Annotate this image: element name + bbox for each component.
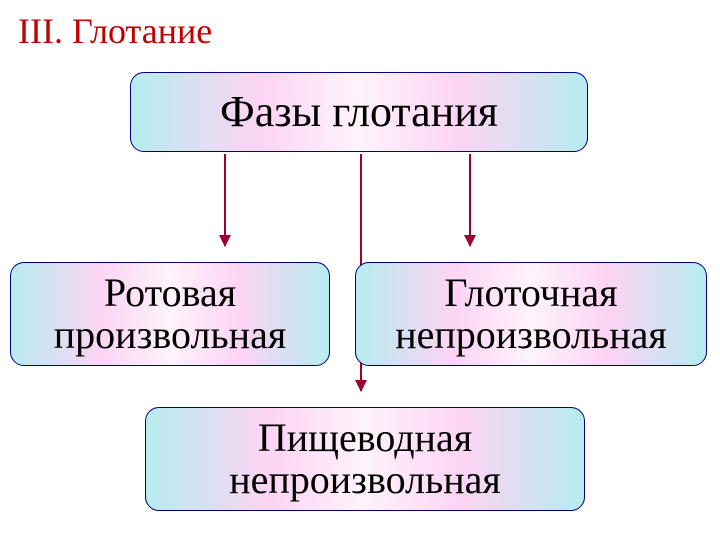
- node-root-label: Фазы глотания: [220, 89, 498, 135]
- node-right-line1: Глоточная: [444, 272, 617, 314]
- node-root: Фазы глотания: [130, 72, 588, 152]
- node-left: Ротовая произвольная: [10, 262, 330, 366]
- node-right-line2: непроизвольная: [395, 314, 667, 356]
- node-bottom-line1: Пищеводная: [258, 417, 472, 459]
- node-bottom-line2: непроизвольная: [229, 459, 501, 501]
- arrow-to-right: [469, 154, 471, 246]
- node-left-line2: произвольная: [54, 314, 286, 356]
- section-heading: III. Глотание: [18, 10, 212, 52]
- node-right: Глоточная непроизвольная: [355, 262, 707, 366]
- node-left-line1: Ротовая: [104, 272, 236, 314]
- node-bottom: Пищеводная непроизвольная: [145, 407, 585, 511]
- arrow-to-left: [224, 154, 226, 246]
